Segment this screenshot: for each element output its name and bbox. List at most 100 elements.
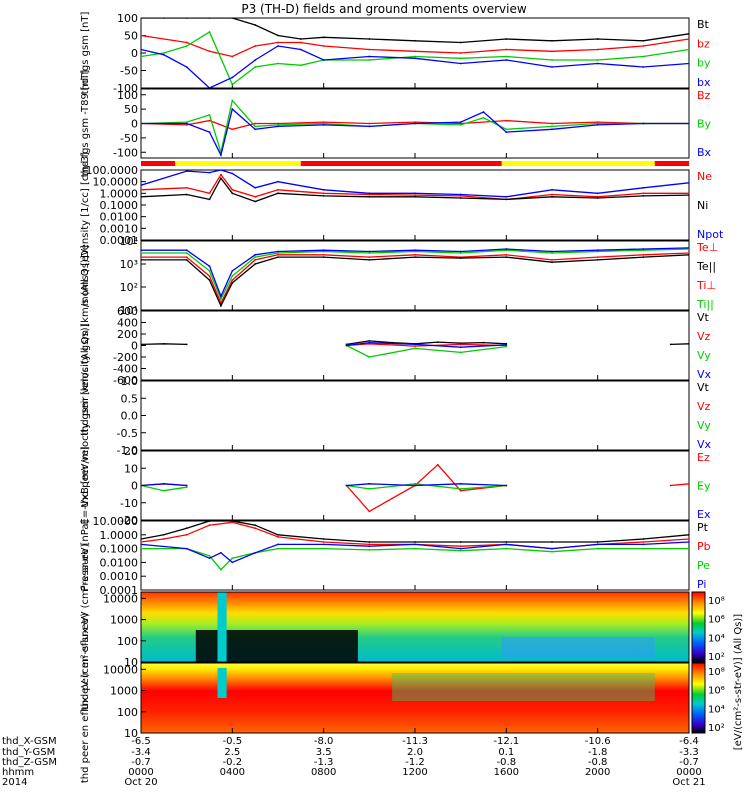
- x-axis-value: 0000: [128, 767, 153, 778]
- legend-entry: Bz: [697, 89, 711, 102]
- data-point: [368, 259, 371, 261]
- x-axis-labels: thd_X-GSM -6.5 -0.5 -8.0 -11.3 -12.1 -10.6 -6.4…: [2, 728, 706, 788]
- data-point: [414, 543, 416, 546]
- data-point: [505, 344, 508, 346]
- data-point: [688, 541, 689, 543]
- y-tick-label: 100: [117, 706, 138, 719]
- data-point: [642, 543, 645, 546]
- x-axis-value: 2.0: [407, 747, 423, 758]
- data-point: [185, 18, 188, 19]
- data-point: [254, 551, 257, 554]
- x-axis-row-label: thd_X-GSM: [2, 736, 57, 747]
- data-point: [277, 41, 279, 44]
- data-point: [162, 53, 165, 56]
- data-point: [322, 538, 325, 540]
- y-tick-label: 400: [117, 317, 138, 330]
- data-point: [551, 128, 553, 131]
- data-point: [505, 541, 508, 543]
- x-axis-value: -12.1: [493, 736, 519, 747]
- data-point: [505, 345, 508, 348]
- data-point: [277, 533, 279, 536]
- panel-7: 20 10 0 -10 -20 E=-VxB [mV/m] Ez Ey Ex: [80, 445, 711, 527]
- spectrogram-1: 10000 1000 100 10 thd peir en eflux eV (cm²-…: [80, 543, 725, 710]
- data-point: [254, 256, 257, 258]
- legend-entry: By: [697, 118, 712, 131]
- data-point: [208, 198, 211, 201]
- data-point: [254, 125, 257, 128]
- data-point: [231, 172, 234, 175]
- series-line-Te⊥: [141, 252, 689, 305]
- data-point: [254, 527, 257, 530]
- y-tick-label: -200: [113, 351, 138, 364]
- y-tick-label: 10000: [103, 592, 138, 605]
- x-axis-value: -0.7: [679, 757, 699, 768]
- panel-frame: [140, 520, 690, 591]
- panel-3: 100.000010.00001.00000.10000.01000.00100…: [80, 152, 724, 258]
- legend-entry: Vy: [697, 349, 711, 362]
- data-point: [669, 343, 672, 346]
- data-point: [254, 259, 257, 261]
- y-tick-label: 0.0010: [100, 222, 139, 235]
- panel-frame: [140, 17, 690, 89]
- data-point: [505, 119, 508, 122]
- data-point: [505, 484, 508, 487]
- data-point: [368, 510, 371, 513]
- data-point: [231, 275, 234, 277]
- y-tick-label: 0.1000: [100, 199, 139, 212]
- data-point: [185, 170, 188, 173]
- data-point: [277, 125, 279, 128]
- data-point: [185, 45, 188, 47]
- data-point: [208, 87, 211, 88]
- data-point: [141, 48, 142, 51]
- x-axis-value: -1.2: [405, 757, 425, 768]
- data-point: [368, 252, 371, 254]
- data-point: [414, 122, 416, 125]
- data-point: [231, 128, 234, 131]
- data-point: [208, 119, 211, 122]
- y-tick-label: -20: [120, 514, 138, 527]
- legend-entry: Ex: [697, 508, 711, 521]
- y-tick-label: 10¹: [120, 304, 138, 317]
- x-axis-value: 0800: [311, 767, 336, 778]
- legend-entry: Vz: [697, 330, 711, 343]
- data-point: [459, 547, 462, 550]
- data-point: [322, 250, 325, 253]
- colorbar-tick-label: 10⁸: [708, 596, 725, 607]
- data-point: [299, 64, 302, 67]
- series-line-bz: [141, 34, 689, 58]
- y-axis-label: thd peer en eflux eV (cm²-s-sr-eV): [80, 613, 91, 783]
- data-point: [322, 547, 325, 550]
- panel-6: 1.0 0.5 0.0 -0.5 -1.0 thd peer velocity gsm […: [80, 323, 712, 507]
- data-point: [141, 538, 142, 540]
- data-point: [505, 55, 508, 58]
- data-point: [277, 45, 279, 47]
- data-point: [368, 543, 371, 546]
- series-line-Ti||: [141, 248, 689, 301]
- spectrogram-band: [501, 637, 655, 657]
- data-point: [459, 122, 462, 125]
- data-point: [596, 192, 599, 195]
- y-tick-label: 0.0100: [100, 556, 139, 569]
- data-point: [277, 62, 279, 65]
- x-axis-value: 0000: [676, 767, 701, 778]
- series-line-Ez: [670, 483, 689, 487]
- data-point: [414, 39, 416, 42]
- data-point: [596, 48, 599, 51]
- data-point: [231, 270, 234, 272]
- data-point: [459, 351, 462, 354]
- y-tick-label: -600: [113, 374, 138, 387]
- data-point: [141, 256, 142, 258]
- legend-entry: Ni: [697, 199, 708, 212]
- x-axis-value: 1200: [402, 767, 427, 778]
- data-point: [596, 543, 599, 546]
- data-point: [436, 463, 439, 466]
- data-point: [162, 489, 165, 492]
- data-point: [208, 524, 211, 527]
- y-axis-label: Density [1/cc] [cm-3]: [80, 152, 91, 258]
- data-point: [414, 345, 416, 347]
- y-axis-label: thd fgs gsm -T89 [nT]: [80, 70, 91, 178]
- y-tick-label: 50: [124, 103, 138, 116]
